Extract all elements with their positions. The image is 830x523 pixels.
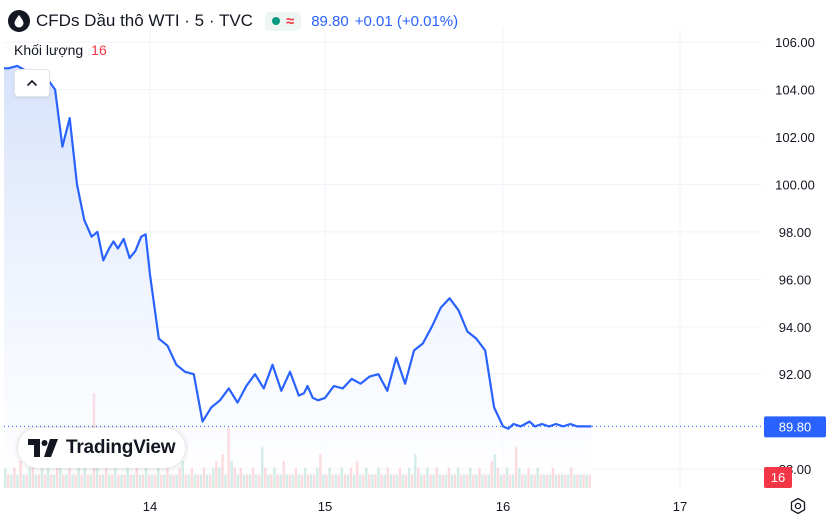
- settings-button[interactable]: [787, 495, 809, 517]
- x-tick-label: 14: [143, 499, 157, 514]
- price-line: [4, 64, 592, 430]
- market-open-dot-icon: [271, 17, 280, 25]
- chart-header: CFDs Dầu thô WTI · 5 · TVC ≈ 89.80 +0.01…: [8, 8, 458, 34]
- market-status-pill[interactable]: ≈: [264, 11, 302, 31]
- approx-icon: ≈: [285, 12, 295, 30]
- last-price-badge: [764, 416, 826, 438]
- volume-legend-label: Khối lượng: [14, 42, 84, 58]
- x-tick-label: 17: [673, 499, 687, 514]
- y-tick-label: 96.00: [779, 272, 812, 287]
- x-tick-label: 16: [496, 499, 510, 514]
- y-tick-label: 98.00: [779, 225, 812, 240]
- y-tick-label: 94.00: [779, 320, 812, 335]
- collapse-legend-button[interactable]: [14, 69, 50, 97]
- x-tick-label: 15: [318, 499, 332, 514]
- volume-legend[interactable]: Khối lượng 16: [14, 42, 107, 58]
- watermark-text: TradingView: [66, 437, 176, 458]
- current-price: 89.80: [311, 12, 349, 30]
- volume-legend-value: 16: [91, 42, 107, 58]
- settings-icon: [790, 497, 806, 515]
- volume-badge-label: 16: [771, 470, 785, 485]
- price-area-fill: [4, 65, 592, 489]
- y-tick-label: 102.00: [775, 130, 815, 145]
- y-axis[interactable]: 106.00 104.00 102.00 100.00 98.00 96.00 94.00 9…: [775, 35, 815, 477]
- y-tick-label: 104.00: [775, 83, 815, 98]
- oil-drop-icon: [8, 10, 30, 32]
- volume-badge: [764, 467, 792, 488]
- y-tick-label: 100.00: [775, 177, 815, 192]
- y-tick-label: 106.00: [775, 35, 815, 50]
- y-tick-label: 92.00: [779, 367, 812, 382]
- tradingview-watermark[interactable]: TradingView: [18, 428, 186, 468]
- price-change: +0.01 (+0.01%): [354, 12, 459, 30]
- tradingview-logo-icon: [28, 439, 58, 457]
- x-axis[interactable]: 14 15 16 17: [143, 499, 687, 514]
- last-price-label: 89.80: [779, 419, 812, 434]
- symbol-title[interactable]: CFDs Dầu thô WTI · 5 · TVC: [36, 11, 253, 30]
- chevron-up-icon: [26, 79, 38, 87]
